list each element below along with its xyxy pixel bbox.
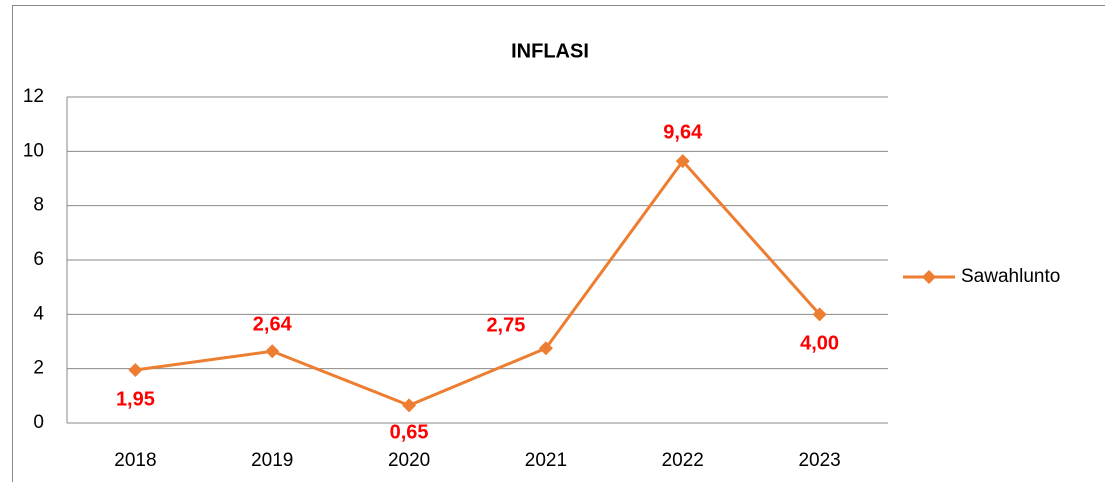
x-tick-label: 2022 <box>662 450 704 471</box>
data-label: 1,95 <box>116 388 155 410</box>
x-tick-label: 2020 <box>388 450 430 471</box>
legend-label: Sawahlunto <box>961 266 1060 287</box>
data-label: 0,65 <box>390 422 429 444</box>
data-label: 9,64 <box>663 121 703 143</box>
chart-title: INFLASI <box>511 40 589 62</box>
x-tick-label: 2019 <box>251 450 293 471</box>
y-tick-label: 8 <box>33 195 44 216</box>
y-tick-label: 10 <box>23 140 44 161</box>
y-tick-label: 6 <box>33 249 44 270</box>
y-tick-label: 2 <box>33 358 44 379</box>
x-tick-label: 2018 <box>114 450 156 471</box>
data-label: 4,00 <box>800 333 839 355</box>
x-tick-label: 2021 <box>525 450 567 471</box>
y-tick-label: 4 <box>33 303 44 324</box>
chart-border <box>13 6 1105 483</box>
data-label: 2,75 <box>486 315 525 337</box>
x-tick-label: 2023 <box>798 450 840 471</box>
y-tick-label: 0 <box>33 412 44 433</box>
y-tick-label: 12 <box>23 86 44 107</box>
data-label: 2,64 <box>253 314 293 336</box>
